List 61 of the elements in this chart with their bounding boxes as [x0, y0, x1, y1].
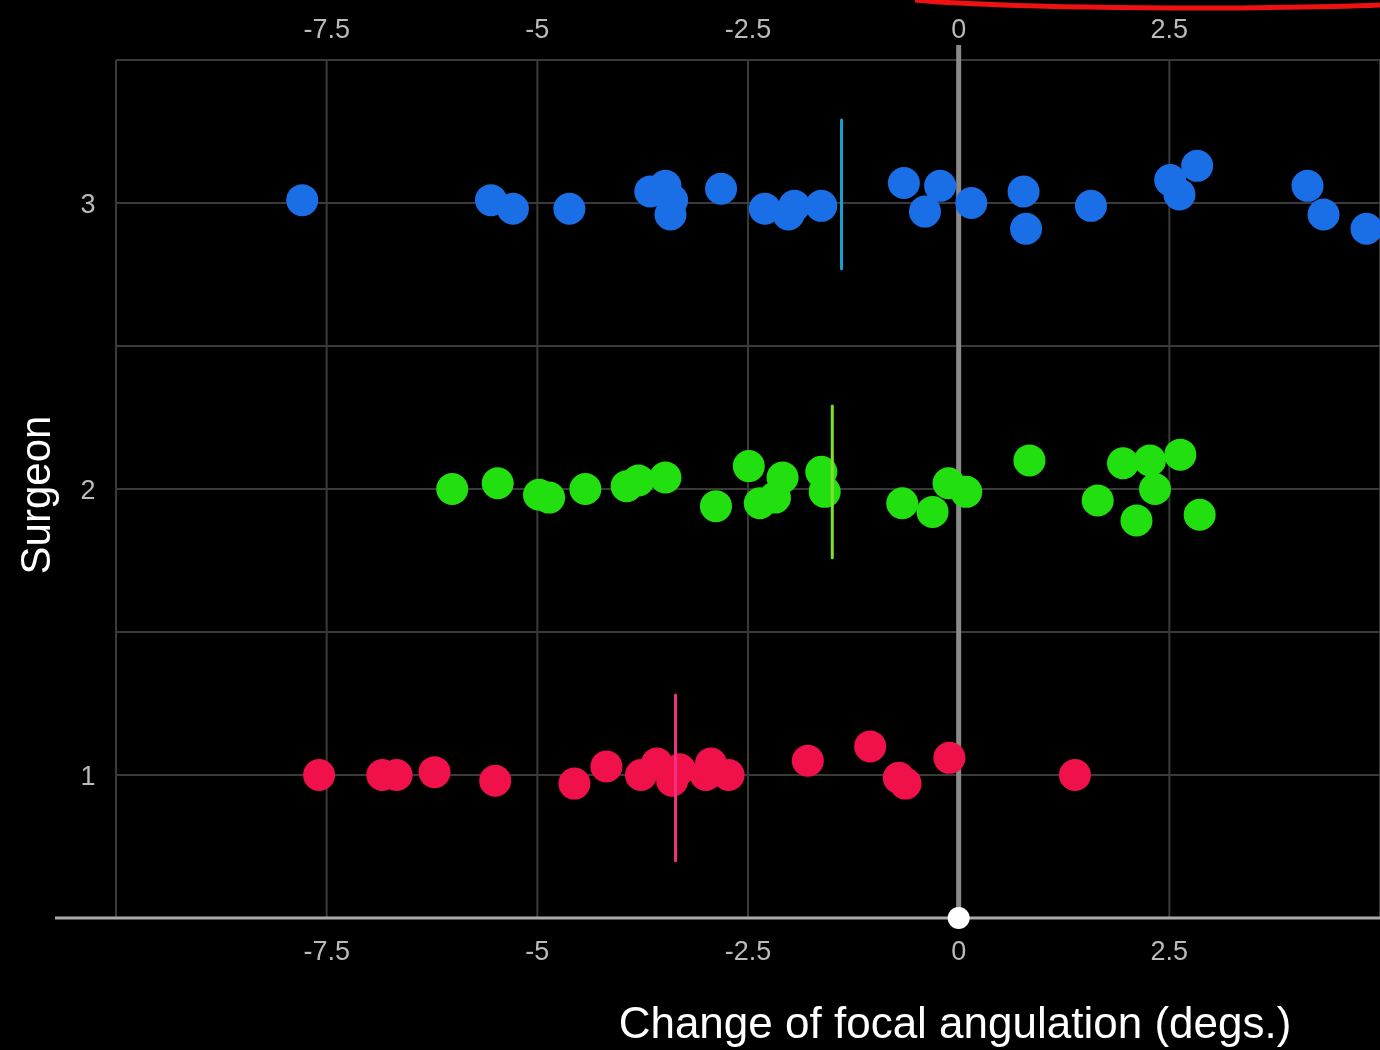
point — [950, 475, 983, 508]
point — [569, 473, 602, 505]
point — [1058, 759, 1091, 791]
point — [854, 730, 887, 763]
point — [1163, 178, 1196, 211]
x-tick-label: -7.5 — [303, 14, 350, 44]
point — [1139, 473, 1172, 505]
point — [436, 473, 469, 505]
y-axis-title: Surgeon — [12, 415, 59, 575]
point — [908, 195, 941, 228]
point — [1181, 149, 1214, 182]
point — [286, 184, 319, 217]
y-tick-label: 2 — [80, 475, 96, 505]
x2-tick-label: -2.5 — [724, 936, 772, 966]
point — [778, 189, 811, 222]
point — [1164, 438, 1197, 471]
point — [558, 767, 591, 800]
point — [933, 741, 966, 774]
point — [1120, 504, 1153, 537]
point — [1307, 198, 1340, 231]
point — [649, 461, 682, 494]
point — [1007, 175, 1040, 208]
point — [705, 172, 738, 205]
point — [955, 187, 988, 219]
x2-tick-label: -7.5 — [303, 936, 350, 966]
point — [1074, 189, 1107, 222]
point — [553, 192, 586, 225]
point — [1133, 444, 1166, 477]
point — [418, 756, 451, 789]
point — [479, 764, 512, 797]
x-axis-title: Change of focal angulation (degs.) — [618, 998, 1292, 1047]
y-tick-label: 1 — [80, 761, 96, 791]
point — [590, 750, 623, 783]
point — [699, 490, 732, 523]
point — [1183, 498, 1216, 531]
point — [1291, 169, 1324, 202]
point — [303, 759, 336, 791]
point — [887, 166, 920, 199]
x-tick-label: 0 — [951, 14, 967, 44]
x-tick-label: -5 — [525, 14, 550, 44]
point — [924, 169, 957, 202]
point — [496, 192, 529, 225]
point — [732, 450, 765, 483]
point — [1106, 447, 1139, 480]
point — [481, 467, 514, 500]
point — [916, 495, 949, 528]
x2-tick-label: 2.5 — [1150, 936, 1189, 966]
point — [1013, 444, 1046, 477]
x2-tick-label: 0 — [951, 936, 967, 966]
point — [805, 189, 838, 222]
point — [1081, 484, 1114, 517]
point — [791, 744, 824, 777]
point — [1010, 212, 1043, 245]
point — [766, 461, 799, 494]
point — [622, 464, 655, 497]
x2-tick-label: -5 — [525, 936, 550, 966]
point — [886, 487, 919, 520]
y-tick-label: 3 — [80, 189, 96, 219]
x-tick-label: 2.5 — [1150, 14, 1189, 44]
x-tick-label: -2.5 — [724, 14, 772, 44]
point — [889, 767, 922, 800]
